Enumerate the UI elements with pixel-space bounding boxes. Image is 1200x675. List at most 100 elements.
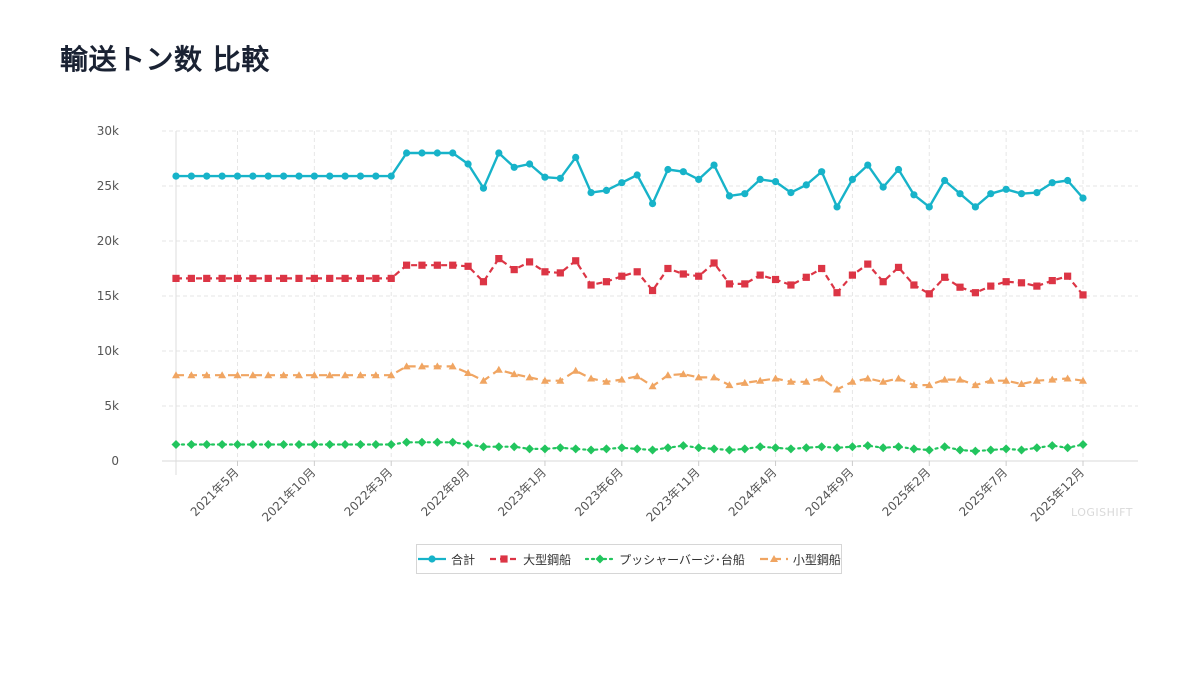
data-point [479,184,488,192]
data-point [587,189,595,197]
x-tick-label: 2024年9月 [803,465,857,519]
data-point [356,172,365,180]
data-point [1002,376,1011,384]
data-point [356,371,365,379]
x-tick-label: 2023年1月 [495,465,549,519]
data-point [428,555,436,563]
data-point [418,261,426,269]
data-point [602,377,611,385]
data-point [894,374,903,382]
data-point [341,172,349,180]
data-point [325,440,335,449]
data-point [587,374,596,382]
data-point [295,274,303,282]
x-tick-label: 2022年8月 [418,465,472,519]
data-point [769,555,778,562]
data-point [371,440,381,449]
data-point [525,373,534,381]
data-point [663,371,672,379]
data-point [433,362,442,370]
data-point [263,440,273,449]
legend-item: 小型鋼船 [759,551,841,568]
y-tick-label: 0 [111,454,119,468]
data-point [418,149,426,157]
data-point [848,377,857,385]
data-point [295,172,303,180]
data-point [402,261,411,269]
data-point [233,274,242,282]
data-point [1047,441,1057,451]
data-point [802,273,810,281]
data-point [1064,272,1072,280]
data-point [279,371,288,379]
data-point [310,172,318,180]
series-2 [172,255,1087,299]
data-point [787,189,795,197]
y-tick-label: 20k [97,234,119,248]
y-tick-label: 5k [104,399,119,413]
data-point [864,161,872,169]
y-tick-label: 25k [97,179,119,193]
data-point [1064,176,1072,185]
data-point [232,440,242,449]
data-point [402,362,411,370]
data-point [725,280,734,288]
data-point [595,554,605,564]
data-point [449,149,457,157]
data-point [556,174,564,182]
data-point [879,377,888,385]
x-tick-label: 2025年2月 [880,465,934,519]
data-point [279,440,289,449]
data-point [464,262,472,270]
data-point [878,443,888,453]
data-point [894,263,903,271]
data-point [571,444,581,454]
data-point [187,274,195,282]
data-point [910,281,918,289]
data-point [970,446,980,456]
data-point [1002,185,1010,193]
data-point [894,442,904,452]
data-point [432,437,442,447]
data-point [940,375,949,383]
data-point [355,440,365,449]
data-point [724,445,734,455]
data-point [771,374,780,382]
series-layer [171,149,1088,456]
data-point [356,274,365,282]
data-point [678,441,688,451]
data-point [1063,443,1073,453]
y-tick-label: 10k [97,344,119,358]
data-point [602,278,611,286]
data-point [817,442,827,452]
data-point [971,289,979,297]
axes: 0 5k 10k 15k 20k 25k 30k 2021年5月 2021年10月 2022年3月… [97,124,1087,524]
data-point [500,555,508,563]
data-point [1017,190,1026,198]
legend-label: 大型鋼船 [523,552,572,567]
data-point [617,375,626,383]
data-point [986,376,995,384]
data-point [725,381,734,389]
data-point [309,440,319,449]
data-point [310,274,318,282]
data-point [264,274,272,282]
data-point [1079,291,1087,299]
data-point [1048,277,1056,285]
data-point [648,286,657,295]
data-point [326,274,334,282]
data-point [1032,443,1042,453]
data-point [818,264,826,273]
data-point [771,443,781,453]
data-point [1017,380,1026,387]
data-point [172,172,180,180]
data-point [848,175,857,183]
data-point [448,362,457,370]
data-point [771,275,780,284]
data-point [463,440,473,449]
data-point [633,372,642,380]
data-point [801,443,811,453]
data-point [664,264,672,273]
data-point [586,445,596,455]
data-point [372,172,380,180]
